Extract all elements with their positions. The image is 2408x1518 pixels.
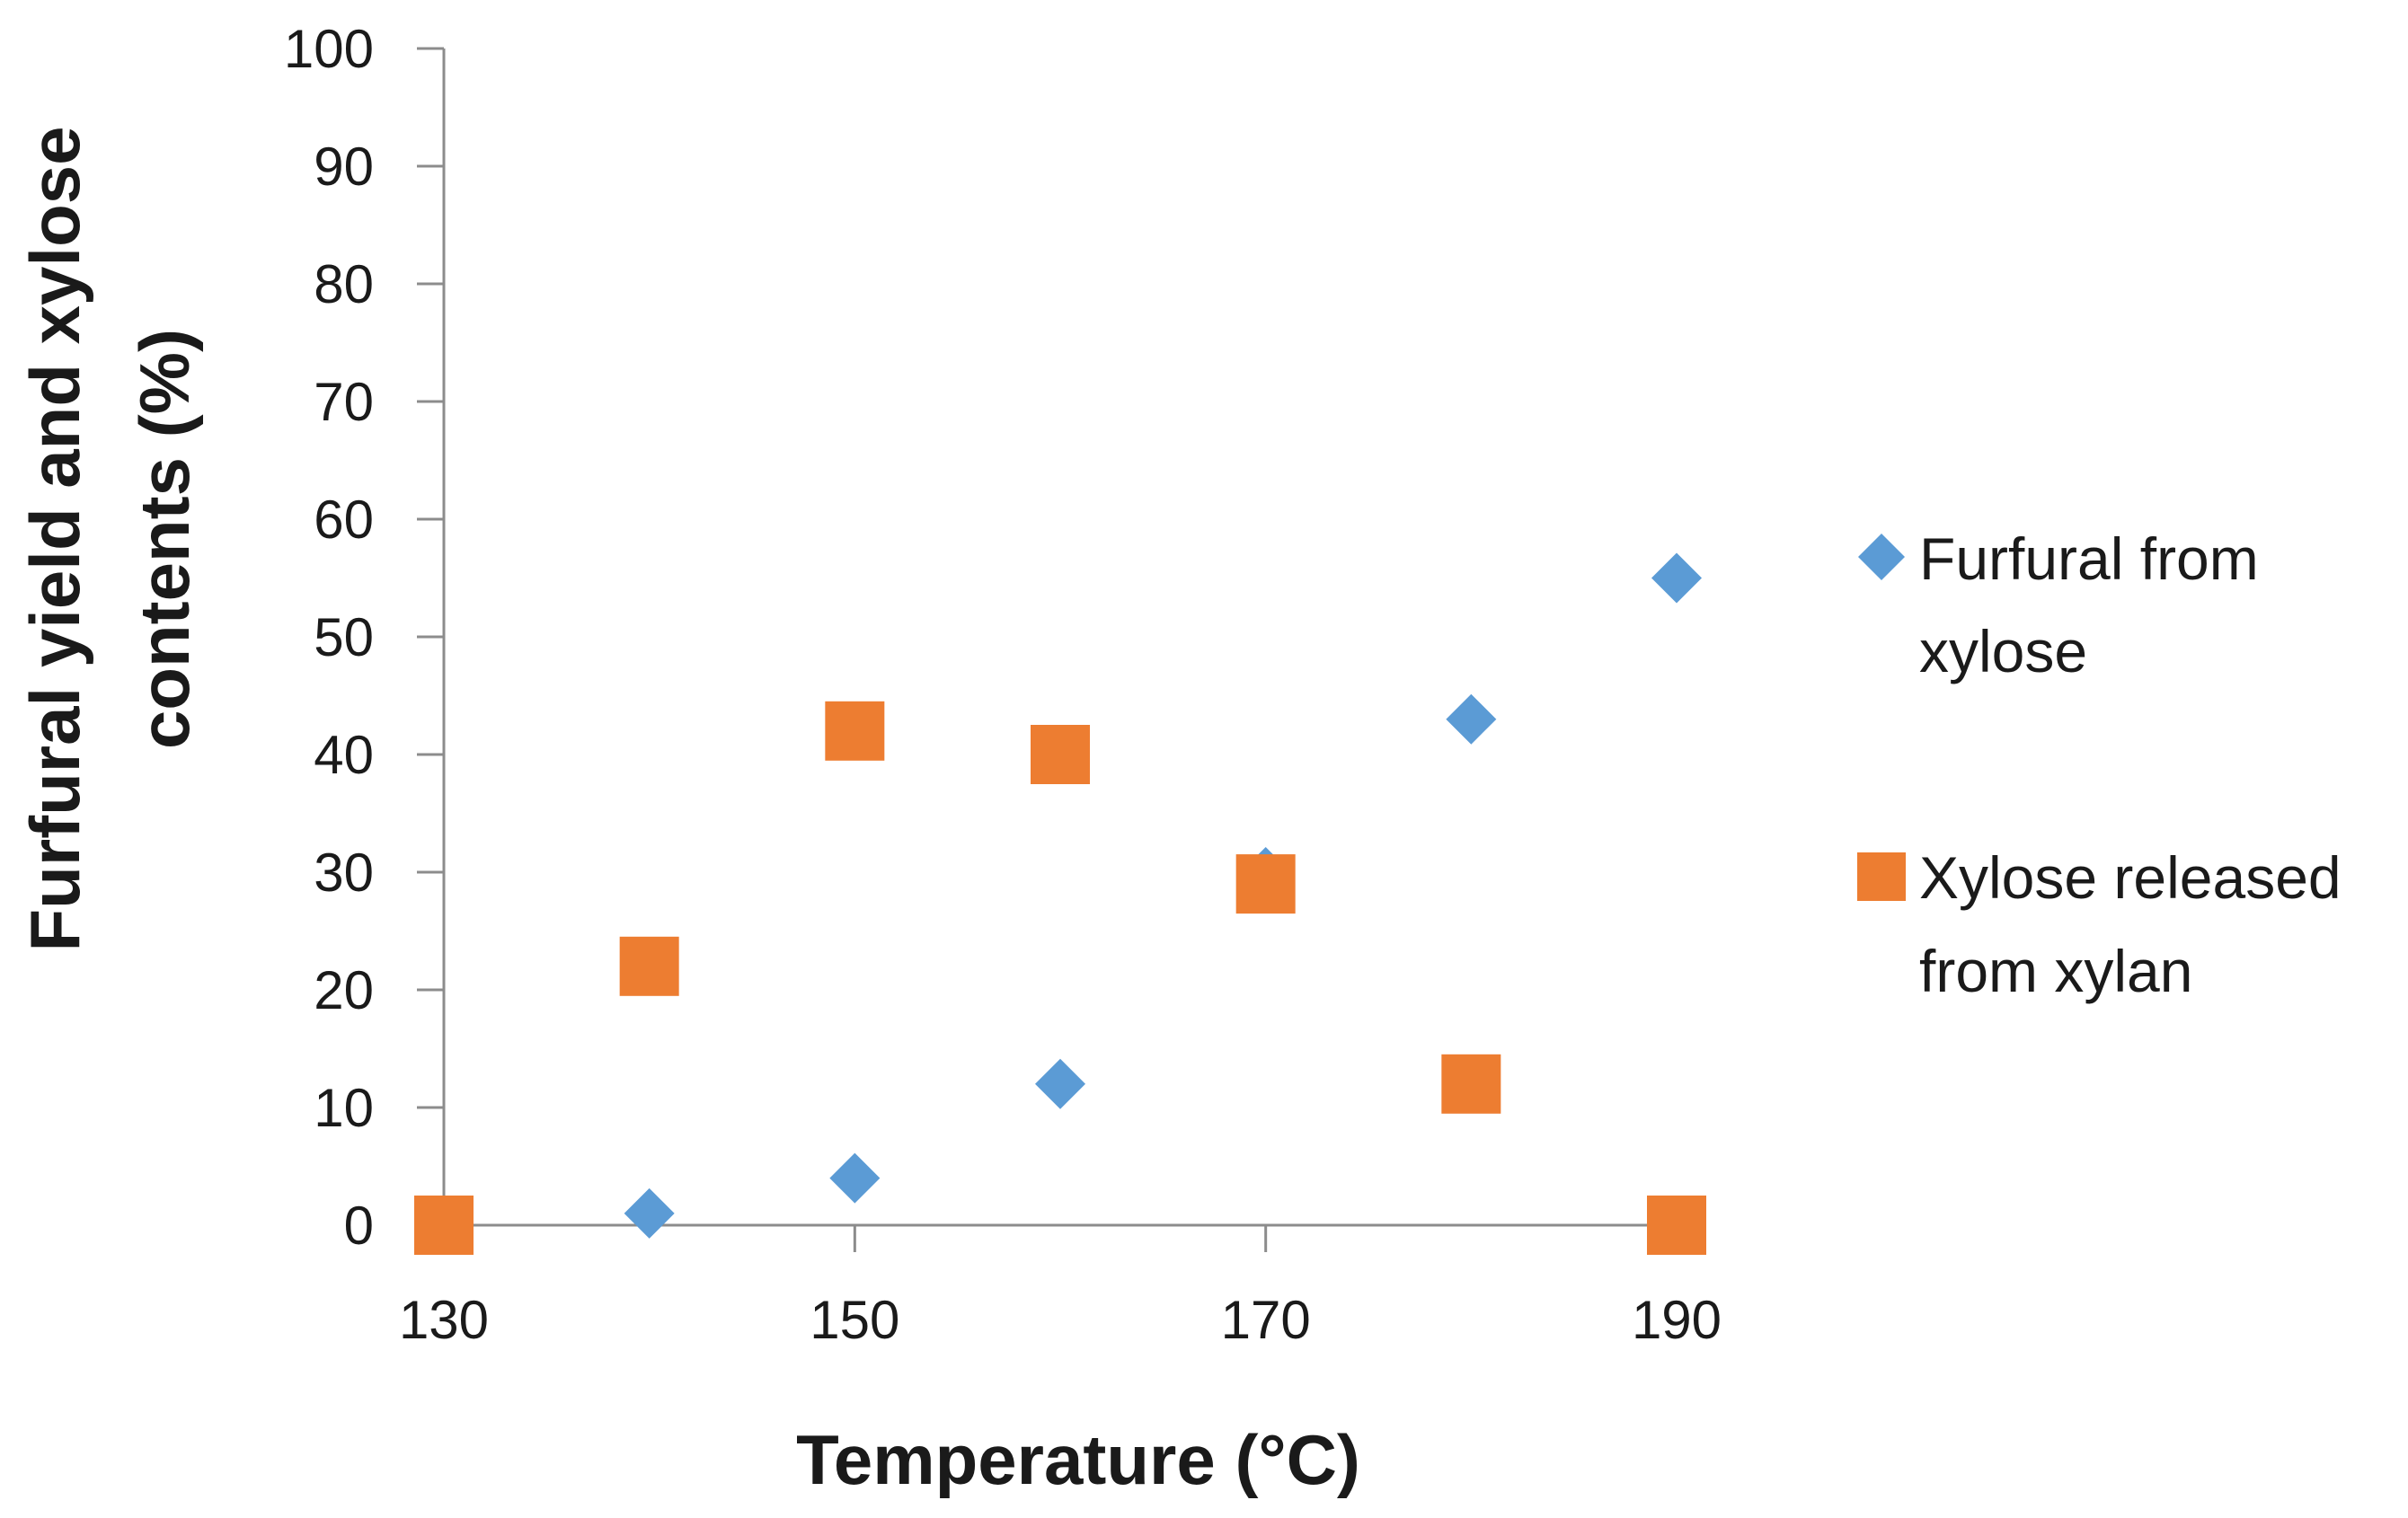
legend-diamond-icon (1858, 534, 1905, 580)
data-points (414, 552, 1706, 1255)
legend-entry-label: Furfural from (1919, 525, 2259, 592)
legend-entry-label: from xylan (1919, 938, 2192, 1004)
x-tick-label: 130 (399, 1290, 489, 1350)
y-tick-label: 100 (284, 19, 374, 79)
axis-titles: Temperature (°C) Furfural yield and xylos… (15, 127, 1360, 1499)
y-axis-title-line: Furfural yield and xylose (15, 127, 94, 952)
x-tick-label: 170 (1221, 1290, 1311, 1350)
y-tick-label: 40 (314, 725, 374, 785)
furfural-point (1651, 552, 1702, 604)
furfural-point (624, 1187, 675, 1239)
xylose-point (619, 936, 679, 996)
y-tick-label: 50 (314, 607, 374, 667)
x-tick-label: 190 (1632, 1290, 1722, 1350)
xylose-point (414, 1196, 474, 1255)
xylose-point (825, 701, 885, 761)
y-tick-label: 90 (314, 137, 374, 197)
xylose-point (1647, 1196, 1706, 1255)
y-tick-label: 80 (314, 254, 374, 314)
y-tick-label: 20 (314, 960, 374, 1020)
legend-square-icon (1857, 852, 1906, 901)
y-tick-label: 70 (314, 372, 374, 432)
xylose-point (1235, 854, 1296, 914)
y-tick-label: 30 (314, 843, 374, 903)
y-tick-label: 0 (344, 1196, 374, 1256)
y-tick-label: 10 (314, 1078, 374, 1138)
furfural-point (829, 1152, 881, 1204)
x-tick-label: 150 (810, 1290, 899, 1350)
legend: Furfural from xylose Xylose released from x… (1857, 525, 2342, 1004)
legend-entry-label: Xylose released (1919, 844, 2342, 911)
xylose-point (1441, 1054, 1501, 1114)
xylose-point (1031, 725, 1090, 784)
x-axis-title: Temperature (°C) (796, 1420, 1360, 1499)
furfural-point (1446, 693, 1497, 745)
furfural-point (1035, 1058, 1085, 1109)
y-tick-label: 60 (314, 490, 374, 550)
legend-entry-label: xylose (1919, 618, 2087, 684)
tick-labels: 0 10 20 30 40 50 60 70 80 90 100 130 150 170 190 (284, 19, 1722, 1350)
y-axis-title-line: contents (%) (125, 329, 204, 749)
